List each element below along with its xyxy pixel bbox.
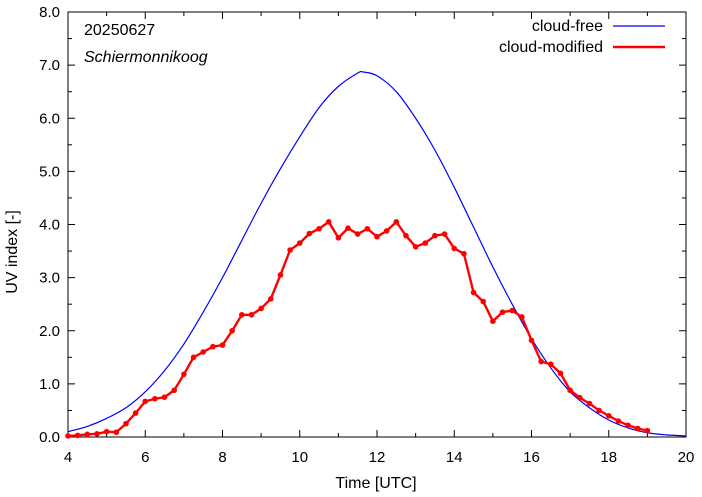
- data-point-cloud-modified: [548, 361, 554, 368]
- data-point-cloud-modified: [306, 230, 313, 237]
- data-point-cloud-modified: [644, 427, 651, 434]
- x-tick-label: 6: [141, 449, 149, 466]
- legend: cloud-free cloud-modified: [499, 18, 665, 56]
- data-point-cloud-modified: [65, 433, 71, 439]
- data-point-cloud-modified: [325, 219, 332, 225]
- data-point-cloud-modified: [171, 387, 178, 394]
- annotation-location: Schiermonnikoog: [84, 49, 208, 66]
- data-point-cloud-modified: [287, 247, 293, 253]
- data-point-cloud-modified: [103, 428, 110, 435]
- y-tick-label: 4.0: [39, 217, 60, 234]
- data-point-cloud-modified: [538, 358, 544, 365]
- data-point-cloud-modified: [615, 418, 622, 424]
- data-point-cloud-modified: [181, 371, 187, 378]
- data-point-cloud-modified: [412, 244, 419, 250]
- data-point-cloud-modified: [625, 422, 631, 429]
- data-point-cloud-modified: [567, 387, 573, 394]
- data-point-cloud-modified: [441, 231, 448, 237]
- data-point-cloud-modified: [229, 327, 235, 334]
- data-point-cloud-modified: [470, 289, 477, 296]
- data-point-cloud-modified: [374, 233, 380, 240]
- data-point-cloud-modified: [364, 225, 371, 232]
- y-tick-label: 2.0: [39, 323, 60, 340]
- x-tick-label: 20: [678, 449, 695, 466]
- data-point-cloud-modified: [345, 225, 351, 232]
- data-point-cloud-modified: [161, 394, 168, 400]
- data-point-cloud-modified: [210, 343, 216, 350]
- data-point-cloud-modified: [576, 394, 583, 401]
- data-point-cloud-modified: [190, 354, 197, 361]
- y-tick-label: 5.0: [39, 163, 60, 180]
- data-point-cloud-modified: [239, 312, 245, 318]
- y-tick-label: 3.0: [39, 270, 60, 287]
- data-point-cloud-modified: [248, 312, 255, 318]
- annotation-date: 20250627: [84, 22, 155, 39]
- data-point-cloud-modified: [451, 245, 458, 252]
- data-point-cloud-modified: [132, 410, 139, 416]
- data-point-cloud-modified: [277, 272, 284, 278]
- data-point-cloud-modified: [490, 318, 496, 324]
- legend-label-cloud-free: cloud-free: [532, 18, 603, 35]
- series-line-cloud-free: [67, 70, 687, 437]
- y-tick-label: 1.0: [39, 376, 60, 393]
- data-point-cloud-modified: [200, 349, 206, 355]
- data-point-cloud-modified: [84, 431, 91, 438]
- data-point-cloud-modified: [557, 370, 564, 377]
- x-tick-label: 16: [523, 449, 540, 466]
- data-point-cloud-modified: [152, 395, 158, 402]
- data-point-cloud-modified: [403, 232, 409, 239]
- data-point-cloud-modified: [393, 219, 400, 225]
- x-tick-label: 14: [446, 449, 463, 466]
- data-point-cloud-modified: [519, 314, 525, 320]
- data-point-cloud-modified: [74, 432, 81, 439]
- data-point-cloud-modified: [605, 412, 612, 419]
- data-point-cloud-modified: [509, 307, 515, 314]
- series-line-cloud-modified: [67, 220, 648, 438]
- data-point-cloud-modified: [499, 309, 506, 315]
- data-point-cloud-modified: [383, 228, 390, 234]
- y-tick-label: 0.0: [39, 429, 60, 446]
- data-point-cloud-modified: [335, 234, 342, 241]
- data-point-cloud-modified: [113, 429, 120, 436]
- x-tick-label: 8: [218, 449, 226, 466]
- legend-label-cloud-modified: cloud-modified: [499, 39, 603, 56]
- data-point-cloud-modified: [258, 305, 264, 312]
- y-axis: 0.0 1.0 2.0 3.0 4.0 5.0 6.0 7.0 8.0: [39, 4, 686, 446]
- data-point-cloud-modified: [267, 296, 274, 302]
- data-point-cloud-modified: [123, 420, 129, 427]
- data-point-cloud-modified: [586, 400, 593, 407]
- y-tick-label: 7.0: [39, 57, 60, 74]
- x-tick-label: 10: [291, 449, 308, 466]
- x-tick-label: 18: [600, 449, 617, 466]
- data-point-cloud-modified: [634, 425, 641, 432]
- data-point-cloud-modified: [142, 398, 149, 405]
- data-point-cloud-modified: [316, 225, 322, 232]
- x-tick-label: 4: [64, 449, 72, 466]
- data-point-cloud-modified: [422, 240, 429, 246]
- data-point-cloud-modified: [480, 298, 487, 305]
- x-axis: 4 6 8 10 12 14 16 18 20: [64, 12, 695, 466]
- data-point-cloud-modified: [296, 240, 303, 246]
- data-point-cloud-modified: [219, 342, 226, 348]
- x-axis-title: Time [UTC]: [335, 475, 416, 492]
- data-point-cloud-modified: [354, 231, 361, 237]
- data-point-cloud-modified: [528, 337, 535, 344]
- series-layer: [65, 70, 687, 439]
- data-point-cloud-modified: [461, 250, 467, 257]
- y-tick-label: 6.0: [39, 110, 60, 127]
- y-axis-title: UV index [-]: [4, 210, 21, 294]
- data-point-cloud-modified: [432, 232, 438, 239]
- y-tick-label: 8.0: [39, 4, 60, 21]
- data-point-cloud-modified: [596, 407, 602, 414]
- x-tick-label: 12: [369, 449, 386, 466]
- data-point-cloud-modified: [94, 431, 100, 437]
